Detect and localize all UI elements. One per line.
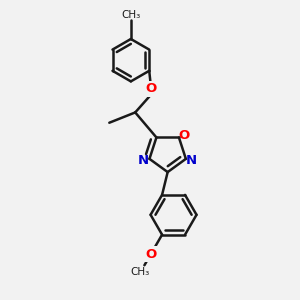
Text: N: N [138, 154, 149, 167]
Text: O: O [145, 248, 156, 261]
Text: CH₃: CH₃ [130, 267, 150, 277]
Text: O: O [178, 129, 190, 142]
Text: O: O [146, 82, 157, 95]
Text: CH₃: CH₃ [121, 10, 140, 20]
Text: N: N [186, 154, 197, 167]
